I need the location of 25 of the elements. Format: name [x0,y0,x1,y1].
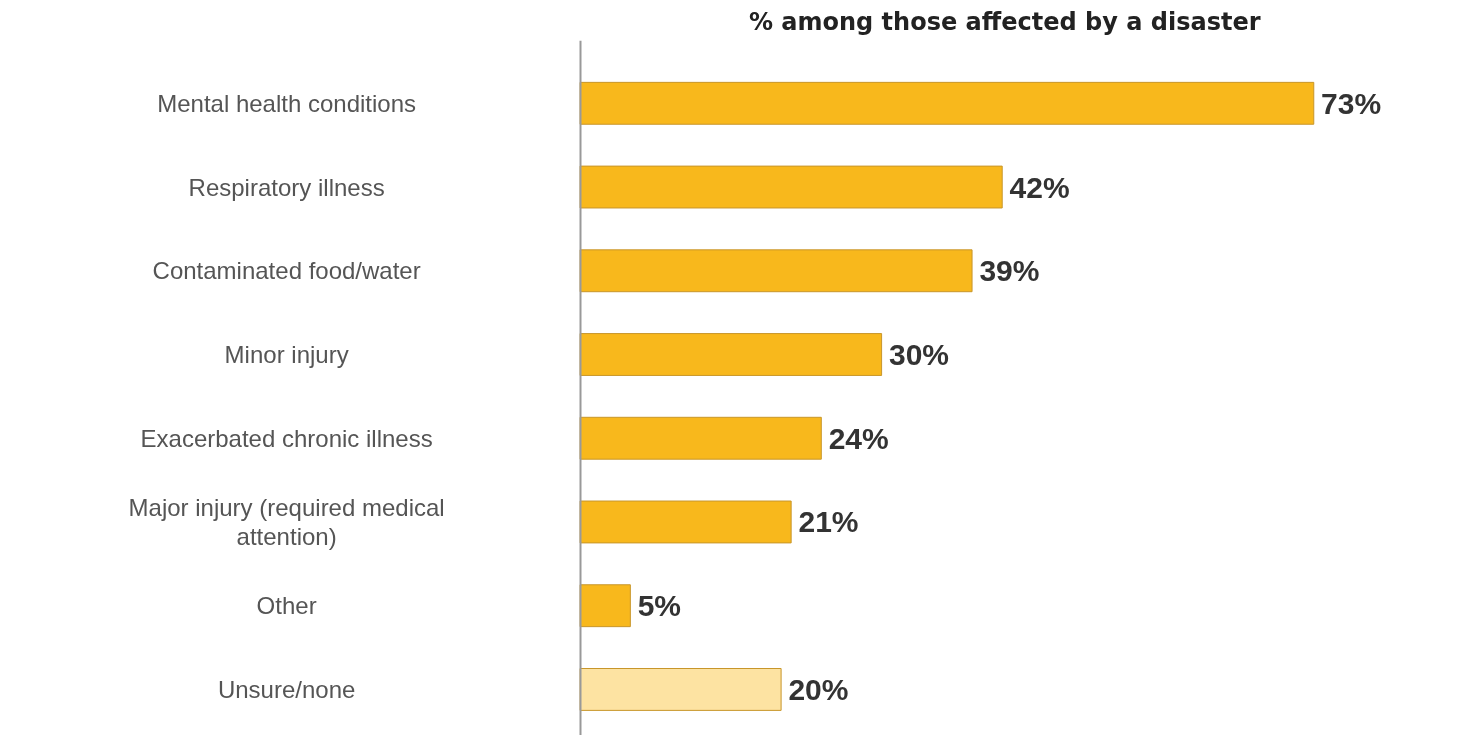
y-tick-label: Mental health conditions [157,89,417,117]
y-tick-label: Exacerbated chronic illness [140,424,433,452]
y-tick-label: Other [256,592,317,620]
data-label: 24% [828,421,889,455]
bar [579,249,973,293]
y-tick-label: Major injury (required medical attention) [128,493,445,551]
y-tick-label: Unsure/none [217,675,356,703]
data-label: 5% [637,589,682,623]
bar [579,165,1003,209]
data-label: 20% [788,672,849,706]
data-label: 30% [888,338,949,372]
bar [579,416,822,460]
data-label: 39% [979,254,1040,288]
y-tick-label: Minor injury [224,341,349,369]
bar [579,500,792,544]
data-label: 21% [798,505,859,539]
bar [579,668,782,711]
bar [579,333,883,376]
y-tick-label: Contaminated food/water [152,257,421,285]
data-label: 73% [1321,86,1382,120]
bar [579,584,631,628]
y-tick-label: Respiratory illness [188,173,385,201]
chart-title: % among those affected by a disaster [748,7,1261,36]
bar [579,81,1315,125]
data-label: 42% [1009,170,1070,204]
